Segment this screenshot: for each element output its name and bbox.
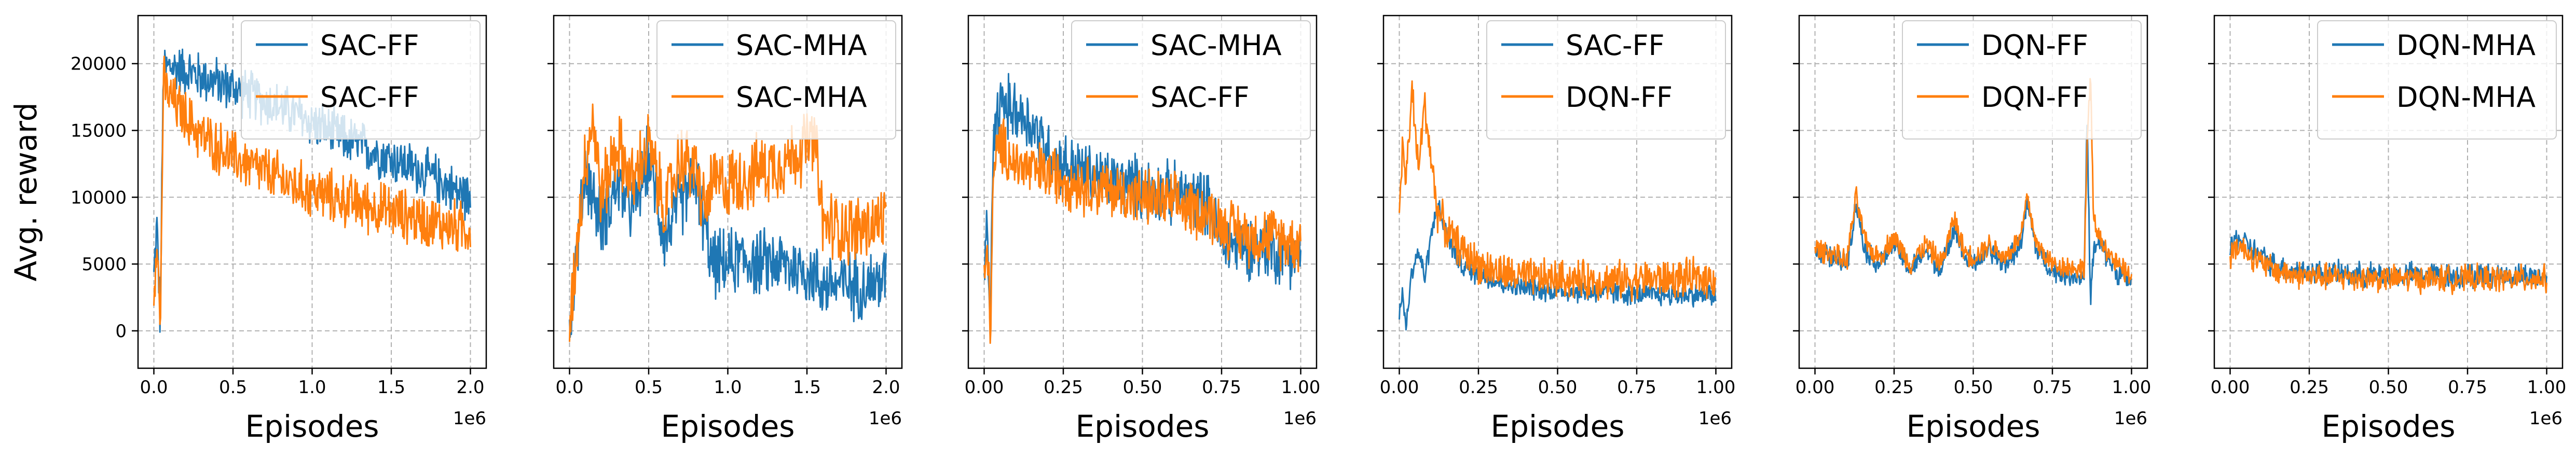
y-tick-label: 20000 (71, 54, 127, 75)
legend-label: SAC-FF (1150, 81, 1250, 114)
subplot-2: 0.0 0.5 1.0 1.5 2.0 Episodes 1e6 SAC-MHA SAC-MHA (547, 15, 903, 444)
legend-box (656, 20, 896, 140)
x-tick-label: 0.25 (2290, 377, 2329, 398)
x-tick-label: 1.0 (714, 377, 742, 398)
x-axis-label: Episodes (2322, 409, 2456, 444)
x-tick-label: 0.00 (965, 377, 1004, 398)
legend-label: DQN-MHA (2396, 29, 2536, 62)
legend-box (1902, 20, 2142, 140)
legend-label: SAC-FF (1566, 29, 1665, 62)
y-tick-label: 15000 (71, 121, 127, 142)
legend: SAC-FF DQN-FF (1486, 20, 1726, 140)
series-line-2 (983, 118, 1301, 344)
x-offset-label: 1e6 (1698, 408, 1732, 429)
x-tick-label: 1.5 (793, 377, 821, 398)
legend-box (1486, 20, 1726, 140)
y-tick-label: 5000 (81, 254, 127, 275)
x-tick-label: 0.5 (635, 377, 663, 398)
x-tick-label: 0.00 (1380, 377, 1419, 398)
y-tick-label: 10000 (71, 187, 127, 208)
x-tick-label: 1.00 (1281, 377, 1321, 398)
x-tick-label: 0.50 (2369, 377, 2408, 398)
x-tick-label: 0.75 (1202, 377, 1241, 398)
subplot-4: 0.00 0.25 0.50 0.75 1.00 Episodes 1e6 SAC-FF DQN… (1377, 15, 1736, 444)
x-tick-label: 1.00 (2527, 377, 2567, 398)
y-tick-label: 0 (115, 321, 127, 342)
x-tick-label: 1.00 (2112, 377, 2152, 398)
legend-label: SAC-MHA (736, 81, 867, 114)
legend-label: SAC-MHA (1150, 29, 1282, 62)
x-tick-label: 2.0 (456, 377, 484, 398)
x-tick-label: 0.25 (1874, 377, 1914, 398)
legend-label: DQN-FF (1981, 81, 2088, 114)
x-tick-label: 0.00 (2211, 377, 2250, 398)
x-tick-label: 0.0 (555, 377, 583, 398)
legend-box (241, 20, 481, 140)
x-tick-label: 0.50 (1954, 377, 1993, 398)
legend: DQN-MHA DQN-MHA (2317, 20, 2557, 140)
x-tick-label: 1.5 (377, 377, 405, 398)
x-tick-label: 0.50 (1123, 377, 1162, 398)
legend: DQN-FF DQN-FF (1902, 20, 2142, 140)
x-tick-label: 1.00 (1696, 377, 1736, 398)
x-tick-label: 0.0 (140, 377, 168, 398)
x-tick-label: 0.5 (219, 377, 247, 398)
x-tick-label: 0.25 (1044, 377, 1083, 398)
x-axis-label: Episodes (1076, 409, 1210, 444)
series-line-2 (569, 103, 887, 342)
x-tick-label: 0.00 (1796, 377, 1835, 398)
x-offset-label: 1e6 (2114, 408, 2147, 429)
x-tick-label: 1.0 (298, 377, 326, 398)
legend: SAC-MHA SAC-MHA (656, 20, 896, 140)
x-offset-label: 1e6 (1283, 408, 1317, 429)
legend: SAC-FF SAC-FF (241, 20, 481, 140)
legend-label: SAC-MHA (736, 29, 867, 62)
series-line-2 (153, 55, 471, 325)
x-tick-label: 0.75 (2448, 377, 2487, 398)
series-line-2 (1814, 78, 2132, 284)
legend: SAC-MHA SAC-FF (1071, 20, 1311, 140)
series-line-2 (1399, 80, 1717, 302)
x-tick-label: 0.50 (1538, 377, 1578, 398)
x-offset-label: 1e6 (869, 408, 902, 429)
legend-box (1071, 20, 1311, 140)
x-axis-label: Episodes (245, 409, 379, 444)
legend-label: DQN-FF (1981, 29, 2088, 62)
series-line-1 (569, 125, 887, 338)
legend-label: DQN-MHA (2396, 81, 2536, 114)
y-axis-label: Avg. reward (8, 102, 44, 281)
legend-label: DQN-FF (1566, 81, 1673, 114)
x-axis-label: Episodes (661, 409, 795, 444)
subplot-1: 0.0 0.5 1.0 1.5 2.0 0 5000 10000 15000 20000 Episo… (71, 15, 487, 444)
series-line-2 (2229, 238, 2547, 295)
x-tick-label: 0.25 (1459, 377, 1498, 398)
x-tick-label: 0.75 (2033, 377, 2072, 398)
x-offset-label: 1e6 (453, 408, 486, 429)
x-tick-label: 0.75 (1617, 377, 1656, 398)
legend-box (2317, 20, 2557, 140)
x-offset-label: 1e6 (2529, 408, 2563, 429)
legend-label: SAC-FF (320, 29, 419, 62)
x-axis-label: Episodes (1491, 409, 1625, 444)
legend-label: SAC-FF (320, 81, 419, 114)
x-axis-label: Episodes (1907, 409, 2040, 444)
x-tick-label: 2.0 (872, 377, 900, 398)
